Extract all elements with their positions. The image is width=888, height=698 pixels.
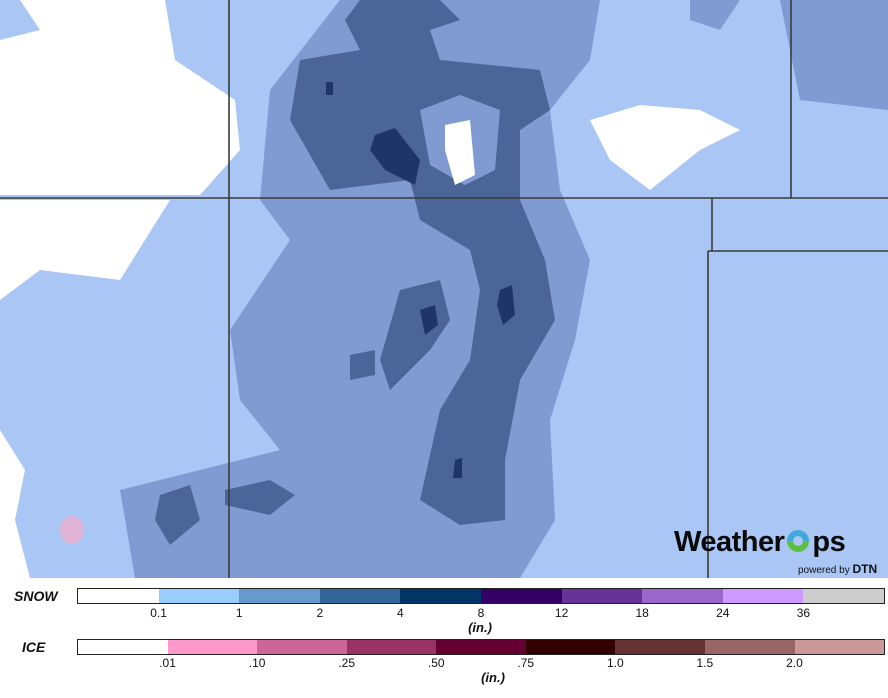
holes-white xyxy=(445,120,475,185)
snow-swatch xyxy=(239,589,320,603)
logo-text-end: ps xyxy=(812,526,846,558)
dtn-text: DTN xyxy=(852,562,878,576)
snow-swatch xyxy=(642,589,723,603)
snow-unit: (in.) xyxy=(468,620,492,635)
snow-tick-label: 2 xyxy=(316,606,324,620)
snow-swatch xyxy=(78,589,159,603)
ice-tick-label: .25 xyxy=(338,656,355,670)
powered-by: powered by DTN xyxy=(798,562,877,576)
ice-swatch xyxy=(167,640,258,654)
ice-color-bar xyxy=(77,639,885,655)
ice-patch xyxy=(60,516,84,544)
snow-swatch xyxy=(803,589,884,603)
snow-swatch xyxy=(319,589,401,603)
ice-unit: (in.) xyxy=(481,670,505,685)
snow-swatch xyxy=(722,589,804,603)
ice-swatch xyxy=(257,640,347,654)
ice-tick-label: 1.0 xyxy=(606,656,624,670)
snow-tick-label: 18 xyxy=(635,606,649,620)
ice-tick-label: .50 xyxy=(427,656,445,670)
powered-by-text: powered by xyxy=(798,565,850,576)
ice-legend-label: ICE xyxy=(22,639,46,655)
snowfall-map xyxy=(0,0,888,578)
snow-swatch xyxy=(480,589,562,603)
snow-tick-label: 4 xyxy=(397,606,404,620)
ice-tick-label: 2.0 xyxy=(786,656,803,670)
snow-swatch xyxy=(561,589,643,603)
snow-tick-label: 36 xyxy=(796,606,811,620)
weatherops-logo: Weather ps xyxy=(674,526,846,559)
snow-level-3 xyxy=(326,82,515,478)
ice-swatch xyxy=(525,640,616,654)
snow-swatch xyxy=(400,589,481,603)
ice-tick-label: 1.5 xyxy=(696,656,714,670)
ice-tick-label: .75 xyxy=(517,656,535,670)
snow-swatch xyxy=(158,589,240,603)
state-borders xyxy=(0,0,888,578)
snow-tick-label: 12 xyxy=(554,606,569,620)
ice-swatch xyxy=(78,640,168,654)
snow-legend-label: SNOW xyxy=(14,588,58,604)
logo-text: Weather xyxy=(674,526,785,558)
ice-swatch xyxy=(615,640,705,654)
snow-tick-label: 1 xyxy=(235,606,243,620)
ice-tick-label: .10 xyxy=(248,656,266,670)
snow-tick-label: 8 xyxy=(477,606,485,620)
snow-tick-label: 0.1 xyxy=(150,606,167,620)
snow-color-bar xyxy=(77,588,885,604)
logo-o-icon xyxy=(787,530,810,552)
ice-tick-label: .01 xyxy=(159,656,176,670)
ice-swatch xyxy=(436,640,526,654)
ice-swatch xyxy=(704,640,795,654)
ice-swatch xyxy=(346,640,437,654)
snow-tick-label: 24 xyxy=(716,606,730,620)
ice-swatch xyxy=(794,640,885,654)
